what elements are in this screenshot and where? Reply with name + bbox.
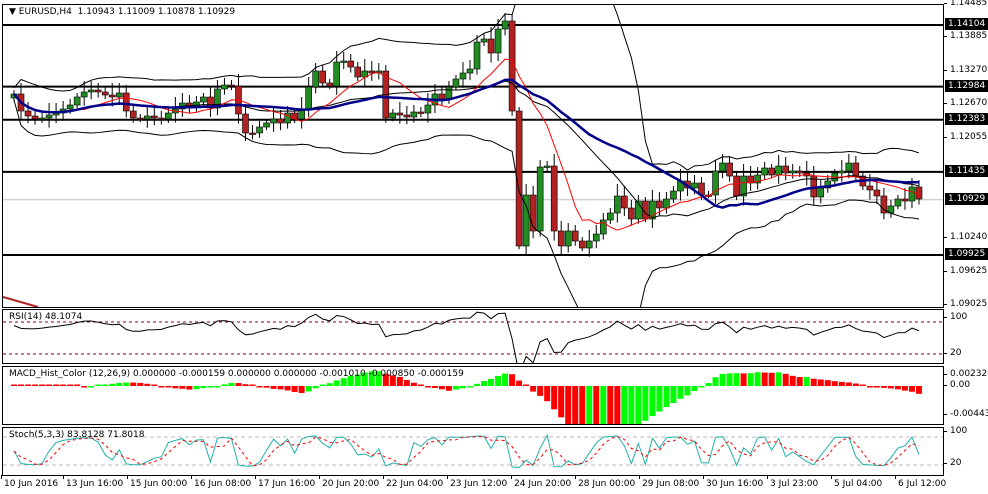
time-label: 15 Jun 00:00	[126, 475, 188, 489]
price-tick: 1.13885	[943, 31, 987, 42]
time-label: 24 Jun 20:00	[510, 475, 572, 489]
time-label: 5 Jul 04:00	[830, 475, 883, 489]
macd-histogram	[11, 371, 922, 424]
ohlc-values: 1.10943 1.11009 1.10878 1.10929	[77, 7, 236, 17]
rsi-plot	[3, 311, 943, 363]
symbol-timeframe: EURUSD,H4	[18, 7, 72, 17]
level-price-tag: 1.14104	[945, 18, 988, 30]
stoch-plot	[3, 433, 943, 469]
time-label: 10 Jun 2016	[0, 475, 59, 489]
time-axis: 10 Jun 2016 13 Jun 16:00 15 Jun 00:00 16 Ju…	[0, 475, 988, 494]
price-tick: 1.12670	[943, 98, 987, 109]
time-label: 20 Jun 20:00	[318, 475, 380, 489]
time-label: 28 Jun 00:00	[574, 475, 636, 489]
rsi-axis: 100 20	[943, 309, 988, 364]
stoch-panel[interactable]: Stoch(5,3,3) 83.8128 71.8018	[2, 427, 944, 476]
level-price-tag: 1.11435	[945, 164, 988, 177]
price-tick: 1.10240	[943, 232, 987, 243]
current-price-tag: 1.10929	[945, 192, 988, 205]
time-label: 29 Jun 08:00	[638, 475, 700, 489]
level-price-tag: 1.09925	[945, 248, 988, 260]
time-label: 30 Jun 16:00	[702, 475, 764, 489]
price-axis: 1.14485 1.13885 1.13270 1.12670 1.12055 1.102…	[943, 0, 988, 310]
time-label: 22 Jun 04:00	[382, 475, 444, 489]
time-label: 6 Jul 12:00	[894, 475, 947, 489]
price-tick: 1.09025	[943, 299, 987, 310]
level-price-tag: 1.12984	[945, 79, 988, 92]
macd-label: MACD_Hist_Color (12,26,9) 0.000000 -0.00…	[9, 369, 464, 379]
rsi-panel[interactable]: RSI(14) 48.1074	[2, 309, 944, 364]
macd-axis: 0.002329 0.00 -0.004431	[943, 366, 988, 425]
price-tick: 1.09625	[943, 266, 987, 277]
time-label: 16 Jun 08:00	[190, 475, 252, 489]
time-label: 17 Jun 16:00	[254, 475, 316, 489]
chart-header: ▼ EURUSD,H4 1.10943 1.11009 1.10878 1.10…	[9, 7, 235, 17]
price-tick: 1.14485	[943, 0, 987, 9]
price-chart-panel[interactable]: ▼ EURUSD,H4 1.10943 1.11009 1.10878 1.10…	[2, 4, 944, 308]
rsi-label: RSI(14) 48.1074	[9, 312, 83, 322]
stoch-axis: 100 20	[943, 426, 988, 476]
price-tick: 1.13270	[943, 65, 987, 76]
time-label: 23 Jun 12:00	[446, 475, 508, 489]
level-price-tag: 1.12383	[945, 112, 988, 125]
price-tick: 1.12055	[943, 132, 987, 143]
macd-panel[interactable]: MACD_Hist_Color (12,26,9) 0.000000 -0.00…	[2, 366, 944, 425]
time-label: 3 Jul 23:00	[766, 475, 819, 489]
collapse-triangle-icon[interactable]: ▼	[9, 7, 16, 17]
candlestick-plot	[3, 5, 943, 307]
stoch-label: Stoch(5,3,3) 83.8128 71.8018	[9, 430, 145, 440]
time-label: 13 Jun 16:00	[62, 475, 124, 489]
